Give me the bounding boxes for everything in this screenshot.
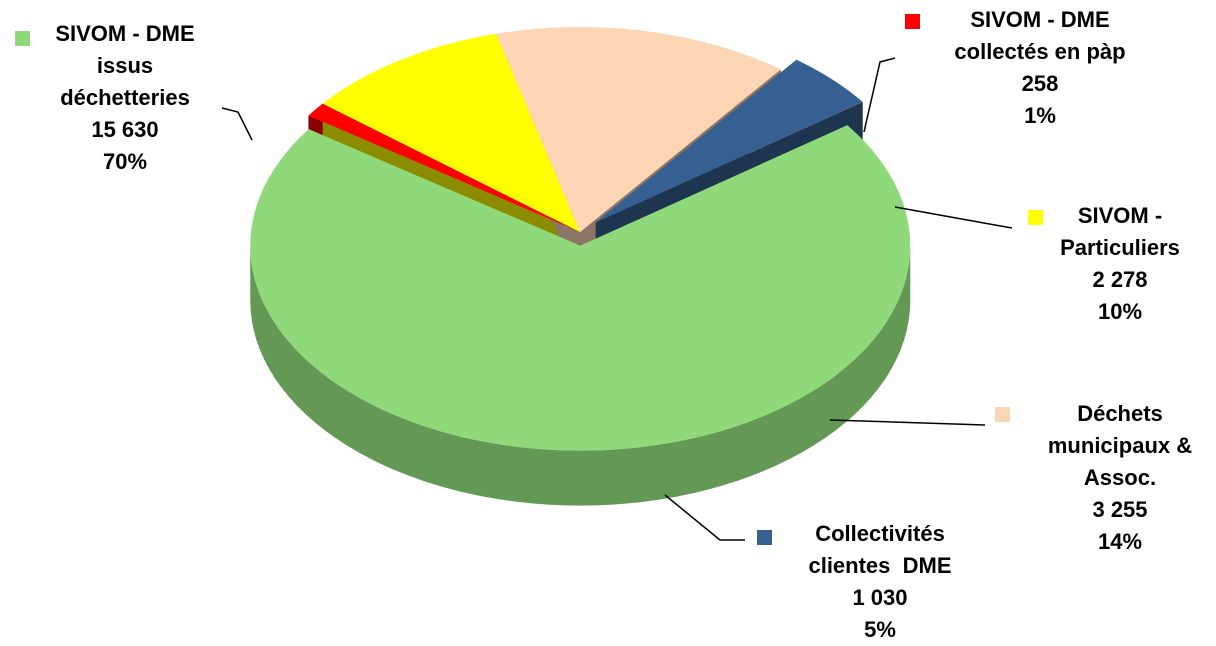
leaders [221,57,1013,541]
slice [308,103,580,232]
data-label: Déchets municipaux & Assoc. 3 255 14% [1048,398,1192,558]
percent-label: 5% [864,617,896,642]
leader-line [894,206,1013,229]
data-label: SIVOM - DME issus déchetteries 15 630 70% [55,18,194,178]
legend-marker [1028,210,1043,225]
legend-marker [995,407,1010,422]
pie [250,26,911,506]
leader-line [863,57,896,133]
legend-marker [757,530,772,545]
category-label: Collectivités clientes DME [808,521,952,578]
value-label: 15 630 [91,117,159,142]
slice [595,59,863,223]
category-label: SIVOM - DME issus déchetteries [55,21,195,110]
data-label: Collectivités clientes DME 1 030 5% [808,518,951,646]
value-label: 258 [1021,71,1059,96]
data-label: SIVOM - Particuliers 2 278 10% [1060,200,1180,328]
percent-label: 70% [102,149,148,174]
slice [322,33,580,233]
tops [250,26,911,451]
category-label: SIVOM - DME collectés en pàp [954,7,1126,64]
legend-marker [905,14,920,29]
category-label: SIVOM - Particuliers [1060,203,1180,260]
data-label: SIVOM - DME collectés en pàp 258 1% [954,4,1125,132]
percent-label: 10% [1097,299,1143,324]
slice [250,125,911,451]
legend-marker [15,31,30,46]
percent-label: 1% [1024,103,1056,128]
value-label: 2 278 [1092,267,1148,292]
leader-line [829,419,986,426]
value-label: 3 255 [1092,497,1148,522]
slice [496,26,781,232]
percent-label: 14% [1097,529,1143,554]
category-label: Déchets municipaux & Assoc. [1047,401,1193,490]
slice-wall [250,245,911,506]
leader-line [221,107,253,141]
value-label: 1 030 [852,585,908,610]
leader-line [664,494,745,541]
